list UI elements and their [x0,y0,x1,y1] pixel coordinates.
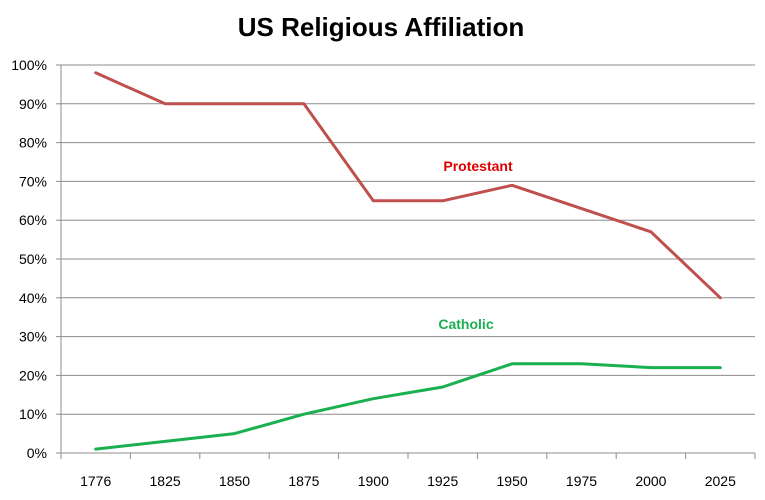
x-tick-label: 1900 [358,473,389,489]
series-line-protestant [94,71,722,300]
y-tick-label: 90% [19,96,47,112]
gridlines [61,64,755,415]
series-labels: Protestant Catholic [438,158,513,332]
chart-title: US Religious Affiliation [238,12,524,42]
y-tick-label: 100% [11,57,47,73]
x-tick-label: 2025 [705,473,736,489]
y-tick-label: 30% [19,329,47,345]
axes [56,64,756,459]
series-lines [94,71,722,451]
x-tick-label: 1925 [427,473,458,489]
series-line-catholic [94,362,722,451]
x-tick-label: 1950 [497,473,528,489]
x-tick-label: 1850 [219,473,250,489]
y-tick-label: 40% [19,290,47,306]
y-tick-label: 60% [19,212,47,228]
series-label-protestant: Protestant [443,158,513,174]
y-tick-label: 10% [19,406,47,422]
y-tick-labels: 0% 10% 20% 30% 40% 50% 60% 70% 80% 90% 100% [11,57,47,461]
y-tick-label: 70% [19,173,47,189]
y-tick-label: 20% [19,367,47,383]
y-tick-label: 0% [27,445,47,461]
y-tick-label: 80% [19,135,47,151]
x-tick-label: 1776 [80,473,111,489]
x-tick-label: 2000 [635,473,666,489]
x-tick-labels: 1776 1825 1850 1875 1900 1925 1950 1975 2000 2025 [80,473,736,489]
x-tick-label: 1875 [288,473,319,489]
x-tick-label: 1825 [150,473,181,489]
y-tick-label: 50% [19,251,47,267]
series-label-catholic: Catholic [438,316,493,332]
x-tick-label: 1975 [566,473,597,489]
